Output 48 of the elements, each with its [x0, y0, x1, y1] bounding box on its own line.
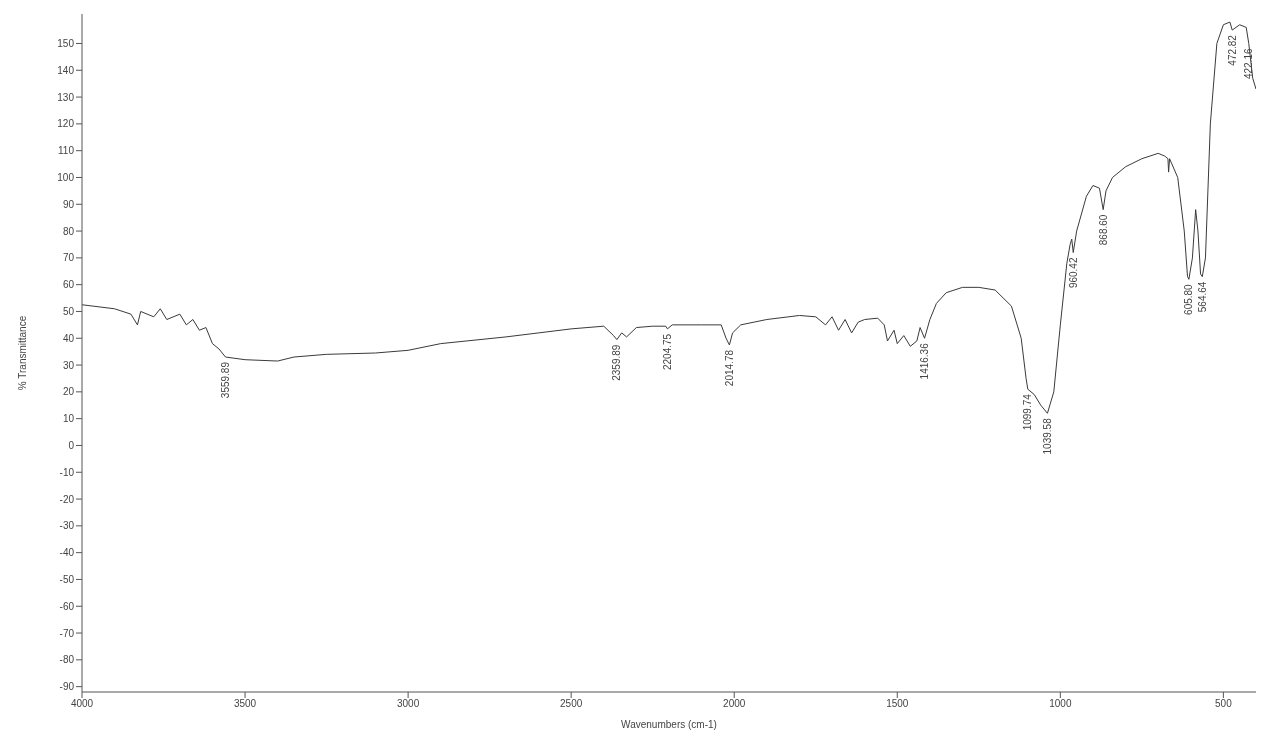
y-tick-label: -10 — [59, 466, 75, 478]
y-tick-label: 140 — [57, 64, 75, 76]
x-tick-label: 2000 — [723, 698, 746, 710]
x-tick-label: 3500 — [233, 698, 257, 710]
annotation: 960.42 — [1067, 257, 1079, 289]
y-tick-label: 30 — [62, 359, 75, 371]
y-tick-label: 130 — [57, 91, 75, 103]
annotation: 3559.89 — [220, 361, 232, 399]
annotation: 2014.78 — [723, 349, 735, 387]
y-tick-label: -60 — [59, 600, 75, 612]
y-tick-label: 120 — [57, 118, 75, 130]
annotation: 2359.89 — [611, 344, 623, 381]
y-tick-label: -30 — [59, 520, 75, 532]
y-tick-label: -50 — [59, 574, 75, 585]
annotation: 422.16 — [1243, 48, 1255, 80]
annotation: 472.82 — [1226, 34, 1238, 66]
y-tick-label: 150 — [57, 38, 75, 50]
y-tick-label: 50 — [62, 306, 75, 318]
x-tick-label: 1000 — [1049, 698, 1072, 710]
y-tick-label: 80 — [62, 225, 75, 237]
annotation: 1099.74 — [1022, 393, 1034, 431]
y-tick-label: 40 — [62, 332, 75, 344]
y-tick-label: 0 — [68, 440, 75, 451]
annotation: 868.60 — [1097, 214, 1109, 246]
annotation: 605.80 — [1183, 283, 1195, 315]
y-tick-label: 20 — [62, 386, 75, 398]
x-tick-label: 500 — [1215, 698, 1233, 710]
y-axis-title: % Transmittance — [16, 315, 28, 391]
y-tick-label: -90 — [59, 681, 75, 693]
y-tick-label: 60 — [62, 279, 75, 291]
y-tick-label: -40 — [59, 547, 75, 559]
y-tick-label: 100 — [57, 172, 75, 184]
y-tick-label: 90 — [62, 198, 75, 210]
y-tick-label: 110 — [58, 145, 75, 157]
x-tick-label: 1500 — [886, 698, 909, 710]
annotation: 1039.58 — [1041, 417, 1053, 455]
x-tick-label: 4000 — [70, 698, 94, 710]
annotation: 1416.36 — [919, 342, 931, 380]
annotation: 2204.75 — [661, 333, 673, 371]
y-tick-label: -70 — [59, 627, 75, 639]
x-tick-label: 3000 — [396, 698, 420, 710]
y-tick-label: -80 — [59, 654, 75, 666]
x-axis-title: Wavenumbers (cm-1) — [621, 719, 717, 730]
y-tick-label: 10 — [62, 413, 75, 425]
y-tick-label: -20 — [59, 493, 75, 505]
annotation: 564.64 — [1196, 281, 1208, 313]
x-tick-label: 2500 — [560, 698, 583, 710]
y-tick-label: 70 — [62, 252, 75, 264]
